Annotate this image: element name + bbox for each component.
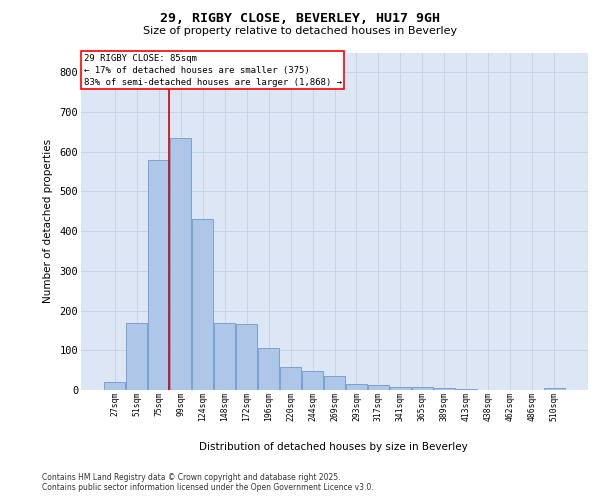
Bar <box>104 382 125 390</box>
Bar <box>280 367 301 390</box>
Bar <box>148 160 169 390</box>
Bar <box>434 388 455 390</box>
Bar <box>258 348 279 390</box>
Y-axis label: Number of detached properties: Number of detached properties <box>43 139 53 304</box>
Text: Contains HM Land Registry data © Crown copyright and database right 2025.
Contai: Contains HM Land Registry data © Crown c… <box>42 473 374 492</box>
Bar <box>192 220 213 390</box>
Bar <box>346 384 367 390</box>
Bar <box>214 322 235 390</box>
Bar <box>170 138 191 390</box>
Bar <box>456 389 477 390</box>
Bar <box>390 387 411 390</box>
Bar <box>324 376 345 390</box>
Bar <box>126 322 148 390</box>
Bar <box>236 324 257 390</box>
Text: 29, RIGBY CLOSE, BEVERLEY, HU17 9GH: 29, RIGBY CLOSE, BEVERLEY, HU17 9GH <box>160 12 440 26</box>
Bar <box>412 387 433 390</box>
Text: 29 RIGBY CLOSE: 85sqm
← 17% of detached houses are smaller (375)
83% of semi-det: 29 RIGBY CLOSE: 85sqm ← 17% of detached … <box>83 54 341 87</box>
Bar <box>544 388 565 390</box>
Bar <box>368 385 389 390</box>
Text: Distribution of detached houses by size in Beverley: Distribution of detached houses by size … <box>199 442 467 452</box>
Text: Size of property relative to detached houses in Beverley: Size of property relative to detached ho… <box>143 26 457 36</box>
Bar <box>302 371 323 390</box>
